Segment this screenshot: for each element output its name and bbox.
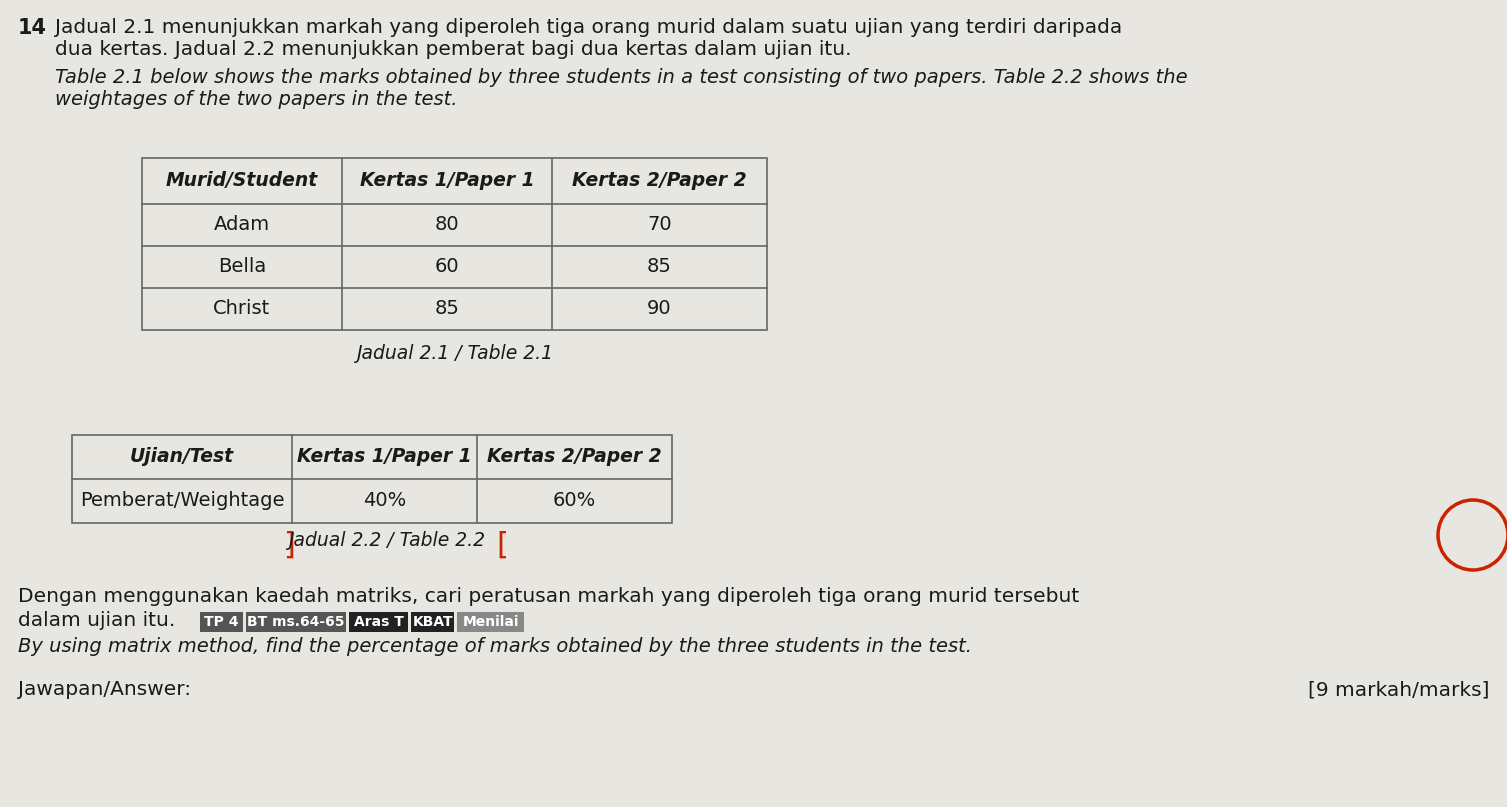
Text: KBAT: KBAT <box>413 615 454 629</box>
Bar <box>142 158 767 330</box>
Text: Menilai: Menilai <box>463 615 518 629</box>
Text: 60%: 60% <box>553 491 597 511</box>
Text: Kertas 1/Paper 1: Kertas 1/Paper 1 <box>297 448 472 466</box>
Text: ]: ] <box>283 531 295 560</box>
Bar <box>72 435 672 523</box>
Text: Pemberat/Weightage: Pemberat/Weightage <box>80 491 285 511</box>
Text: Adam: Adam <box>214 215 270 235</box>
Text: Bella: Bella <box>219 257 267 277</box>
Text: Ujian/Test: Ujian/Test <box>130 448 234 466</box>
Text: 85: 85 <box>434 299 460 319</box>
Text: Dengan menggunakan kaedah matriks, cari peratusan markah yang diperoleh tiga ora: Dengan menggunakan kaedah matriks, cari … <box>18 587 1079 606</box>
Text: Jadual 2.2 / Table 2.2: Jadual 2.2 / Table 2.2 <box>288 531 485 550</box>
FancyBboxPatch shape <box>457 612 524 632</box>
Text: BT ms.64-65: BT ms.64-65 <box>247 615 345 629</box>
Text: Kertas 1/Paper 1: Kertas 1/Paper 1 <box>360 172 535 190</box>
Text: 60: 60 <box>434 257 460 277</box>
Text: dua kertas. Jadual 2.2 menunjukkan pemberat bagi dua kertas dalam ujian itu.: dua kertas. Jadual 2.2 menunjukkan pembe… <box>54 40 851 59</box>
Text: Table 2.1 below shows the marks obtained by three students in a test consisting : Table 2.1 below shows the marks obtained… <box>54 68 1188 87</box>
Text: 40%: 40% <box>363 491 405 511</box>
Text: weightages of the two papers in the test.: weightages of the two papers in the test… <box>54 90 458 109</box>
Text: Aras T: Aras T <box>354 615 404 629</box>
Text: dalam ujian itu.: dalam ujian itu. <box>18 611 182 630</box>
Text: Jadual 2.1 menunjukkan markah yang diperoleh tiga orang murid dalam suatu ujian : Jadual 2.1 menunjukkan markah yang diper… <box>54 18 1123 37</box>
Text: 85: 85 <box>647 257 672 277</box>
Text: 14: 14 <box>18 18 47 38</box>
Text: Jawapan/Answer:: Jawapan/Answer: <box>18 680 191 699</box>
Text: Jadual 2.1 / Table 2.1: Jadual 2.1 / Table 2.1 <box>356 344 553 363</box>
Text: Kertas 2/Paper 2: Kertas 2/Paper 2 <box>487 448 662 466</box>
Text: Murid/Student: Murid/Student <box>166 172 318 190</box>
Text: By using matrix method, find the percentage of marks obtained by the three stude: By using matrix method, find the percent… <box>18 637 972 656</box>
FancyBboxPatch shape <box>350 612 408 632</box>
FancyBboxPatch shape <box>200 612 243 632</box>
FancyBboxPatch shape <box>246 612 347 632</box>
Text: TP 4: TP 4 <box>203 615 238 629</box>
Text: [9 markah/marks]: [9 markah/marks] <box>1308 680 1490 699</box>
Text: 90: 90 <box>647 299 672 319</box>
Text: Kertas 2/Paper 2: Kertas 2/Paper 2 <box>573 172 747 190</box>
Text: 80: 80 <box>434 215 460 235</box>
Text: 70: 70 <box>647 215 672 235</box>
Text: Christ: Christ <box>214 299 271 319</box>
FancyBboxPatch shape <box>411 612 454 632</box>
Text: [: [ <box>496 531 508 560</box>
